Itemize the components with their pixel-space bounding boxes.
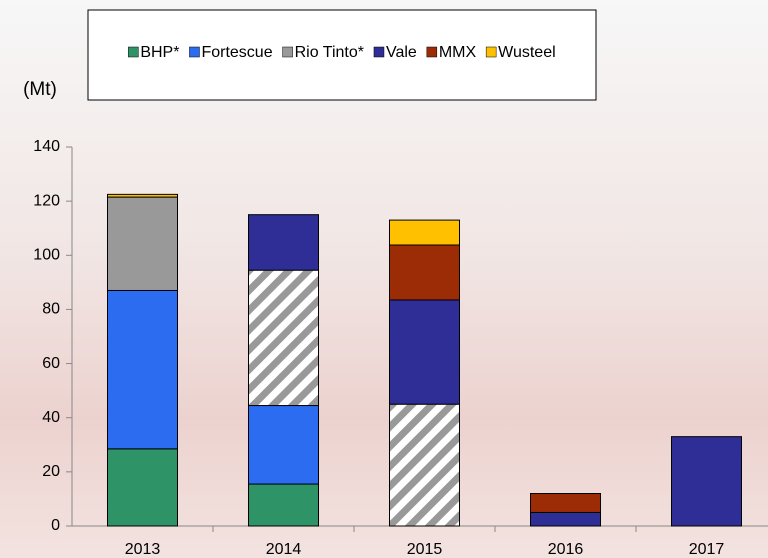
- y-tick-label: 140: [33, 138, 60, 155]
- legend-label: Wusteel: [498, 44, 556, 61]
- legend-label: Fortescue: [201, 44, 272, 61]
- bar-segment: [108, 194, 178, 197]
- bar-segment: [531, 512, 601, 526]
- y-tick-label: 40: [42, 409, 60, 426]
- legend-swatch: [128, 47, 138, 57]
- bar-segment: [531, 494, 601, 513]
- bar-segment: [108, 449, 178, 526]
- legend-label: Rio Tinto*: [295, 44, 364, 61]
- legend-label: MMX: [439, 44, 477, 61]
- y-tick-label: 120: [33, 192, 60, 209]
- bar-segment: [249, 484, 319, 526]
- x-tick-label: 2014: [266, 541, 302, 558]
- bar-segment: [108, 197, 178, 290]
- y-tick-label: 80: [42, 301, 60, 318]
- bar-segment: [249, 270, 319, 405]
- y-tick-label: 60: [42, 355, 60, 372]
- legend-swatch: [283, 47, 293, 57]
- bar-segment: [249, 406, 319, 485]
- y-tick-label: 0: [51, 517, 60, 534]
- legend-swatch: [374, 47, 384, 57]
- legend-swatch: [427, 47, 437, 57]
- bar-segment: [390, 300, 460, 404]
- legend-swatch: [486, 47, 496, 57]
- legend-swatch: [189, 47, 199, 57]
- y-tick-label: 100: [33, 247, 60, 264]
- bar-segment: [108, 290, 178, 448]
- bar-segment: [390, 404, 460, 526]
- legend-label: BHP*: [140, 44, 179, 61]
- bar-segment: [390, 245, 460, 300]
- x-tick-label: 2015: [407, 541, 443, 558]
- x-tick-label: 2016: [548, 541, 584, 558]
- chart: (Mt) 0 20 40 60 80 100 120 140 2013 2014 2015 2016 2…: [0, 0, 768, 558]
- x-tick-label: 2013: [125, 541, 161, 558]
- page: (Mt) 0 20 40 60 80 100 120 140 2013 2014 2015 2016 2…: [0, 0, 768, 558]
- x-tick-label: 2017: [689, 541, 725, 558]
- y-unit: (Mt): [23, 79, 57, 100]
- legend-label: Vale: [386, 44, 417, 61]
- bar-segment: [672, 437, 742, 526]
- bar-segment: [249, 215, 319, 270]
- bar-segment: [390, 220, 460, 245]
- y-tick-label: 20: [42, 463, 60, 480]
